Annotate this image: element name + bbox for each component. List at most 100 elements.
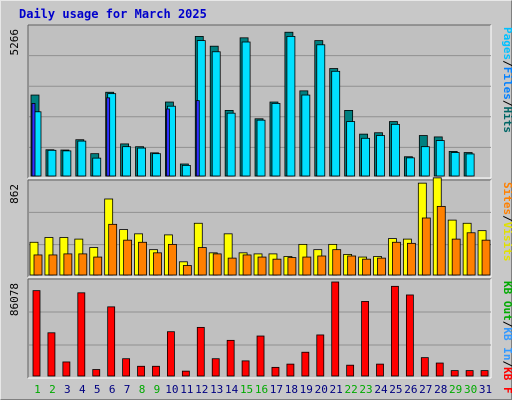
bar-kb-f-day-1: [32, 290, 41, 377]
legend-entry: /: [501, 100, 512, 107]
x-tick-label-day-26: 26: [404, 383, 417, 396]
bar-files-day-28: [435, 140, 445, 177]
bar-files-day-13: [211, 51, 221, 177]
bar-files-day-25: [391, 123, 400, 177]
legend-entry: Hits: [501, 107, 512, 134]
x-tick-label-day-15: 15: [240, 383, 253, 396]
x-tick-label-day-28: 28: [434, 383, 447, 396]
bar-kb-f-day-20: [316, 334, 325, 377]
bar-files-day-23: [361, 137, 370, 177]
x-tick-label-day-16: 16: [255, 383, 268, 396]
x-tick-label-day-9: 9: [154, 383, 161, 396]
bar-kb-f-day-23: [361, 301, 369, 377]
bar-sites-day-13: [212, 253, 222, 276]
x-tick-label-day-24: 24: [374, 383, 388, 396]
bar-files-day-26: [405, 157, 415, 177]
bar-sites-day-29: [451, 238, 461, 276]
panel-2-legend: Sites/Visits: [501, 182, 512, 262]
y-max-label: 5266: [8, 29, 21, 56]
bar-files-day-22: [346, 121, 356, 177]
bar-sites-day-17: [272, 258, 282, 276]
bar-sites-day-5: [93, 256, 103, 276]
bar-files-day-24: [376, 135, 385, 177]
x-tick-label-day-1: 1: [34, 383, 41, 396]
bar-sites-day-24: [377, 257, 386, 276]
x-tick-label-day-20: 20: [315, 383, 328, 396]
bar-sites-day-30: [466, 232, 476, 276]
bar-files-day-19: [301, 94, 311, 177]
x-tick-label-day-18: 18: [285, 383, 298, 396]
bar-sites-day-11: [182, 265, 192, 276]
bar-kb-f-day-26: [405, 294, 414, 377]
bar-sites-day-31: [481, 239, 491, 276]
bar-sites-day-23: [362, 258, 371, 276]
legend-entry: KB F: [501, 367, 512, 394]
bar-kb-f-day-28: [435, 362, 444, 377]
legend-entry: /: [501, 60, 512, 67]
bar-sites-day-6: [108, 223, 118, 276]
x-tick-label-day-5: 5: [94, 383, 101, 396]
bar-sites-day-10: [168, 243, 177, 276]
x-tick-label-day-23: 23: [359, 383, 372, 396]
bar-kb-f-day-12: [196, 326, 205, 377]
bar-files-day-3: [62, 150, 72, 177]
bar-kb-f-day-11: [181, 370, 190, 377]
bar-files-day-5: [92, 157, 102, 177]
bar-kb-f-day-19: [301, 351, 310, 377]
x-tick-label-day-22: 22: [344, 383, 357, 396]
bar-files-day-8: [137, 147, 146, 177]
legend-entry: Files: [501, 67, 512, 100]
bar-files-day-9: [152, 153, 161, 177]
x-tick-label-day-25: 25: [389, 383, 402, 396]
legend-entry: Visits: [501, 222, 512, 262]
bar-files-day-4: [77, 140, 87, 177]
bar-sites-day-2: [48, 254, 58, 276]
x-tick-label-day-27: 27: [419, 383, 432, 396]
bar-kb-f-day-14: [226, 339, 235, 377]
x-tick-label-day-6: 6: [109, 383, 116, 396]
bar-kb-f-day-27: [420, 357, 429, 377]
bar-files-day-17: [271, 103, 281, 177]
x-tick-label-day-31: 31: [479, 383, 492, 396]
bar-files-day-14: [226, 112, 236, 177]
legend-entry: /: [501, 321, 512, 328]
x-tick-label-day-30: 30: [464, 383, 477, 396]
x-tick-label-day-7: 7: [124, 383, 131, 396]
legend-entry: KB Out: [501, 281, 512, 321]
x-tick-label-day-21: 21: [330, 383, 343, 396]
bar-sites-day-27: [421, 217, 431, 276]
bar-files-day-29: [450, 152, 460, 177]
bar-kb-f-day-7: [122, 358, 131, 377]
x-tick-label-day-17: 17: [270, 383, 283, 396]
bar-pages-day-6: [106, 97, 111, 177]
bar-kb-f-day-5: [92, 369, 101, 377]
bar-files-day-7: [122, 146, 132, 177]
x-tick-label-day-10: 10: [165, 383, 178, 396]
bar-kb-f-day-2: [47, 332, 56, 377]
bar-sites-day-1: [33, 254, 43, 276]
bar-pages-day-12: [195, 100, 200, 177]
bar-sites-day-19: [302, 256, 312, 276]
bar-sites-day-4: [78, 253, 88, 276]
legend-entry: /: [501, 215, 512, 222]
bar-kb-f-day-9: [152, 365, 160, 377]
bar-files-day-30: [465, 153, 475, 177]
bar-kb-f-day-13: [211, 358, 220, 377]
bar-files-day-11: [181, 164, 191, 177]
bar-kb-f-day-18: [286, 363, 295, 377]
x-tick-label-day-11: 11: [180, 383, 193, 396]
bar-kb-f-day-3: [62, 361, 71, 377]
bar-kb-f-day-31: [480, 370, 489, 377]
bar-kb-f-day-8: [137, 365, 145, 377]
bar-kb-f-day-30: [465, 370, 474, 377]
bar-sites-day-25: [392, 241, 401, 276]
bar-pages-day-1: [31, 103, 36, 177]
x-tick-label-day-12: 12: [195, 383, 208, 396]
bar-files-day-15: [241, 41, 251, 177]
bar-sites-day-7: [123, 239, 133, 276]
bar-kb-f-day-4: [77, 292, 86, 377]
x-tick-label-day-8: 8: [139, 383, 146, 396]
panel-3-legend: KB Out/KB In/KB F: [501, 281, 512, 394]
bar-sites-day-20: [317, 255, 327, 276]
bar-kb-f-day-25: [391, 285, 399, 377]
